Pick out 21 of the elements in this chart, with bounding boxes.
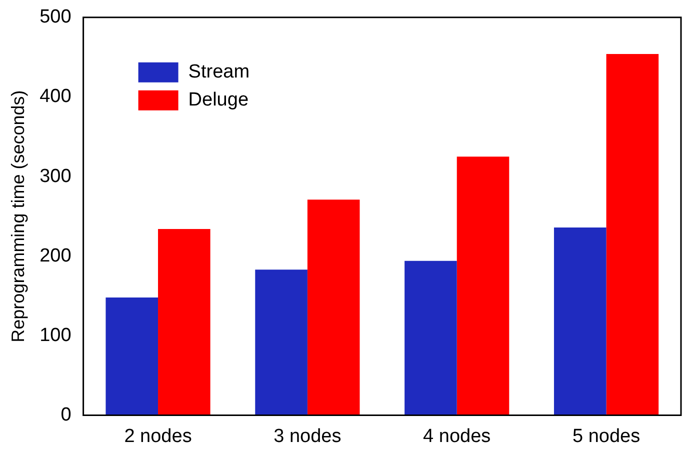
x-tick-label: 2 nodes xyxy=(124,426,192,447)
bar xyxy=(307,200,360,416)
bar xyxy=(456,156,510,416)
legend-label: Stream xyxy=(188,62,250,83)
x-tick-label: 3 nodes xyxy=(274,426,342,447)
y-tick-label: 300 xyxy=(40,166,72,187)
x-tick-label: 4 nodes xyxy=(423,426,491,447)
bar xyxy=(606,54,659,416)
y-tick-label: 500 xyxy=(40,6,72,28)
y-tick-label: 200 xyxy=(40,245,72,266)
bar xyxy=(404,260,457,416)
bar xyxy=(106,297,158,416)
bar xyxy=(554,227,606,416)
y-tick-label: 400 xyxy=(40,86,72,108)
x-tick-label: 5 nodes xyxy=(572,426,640,447)
bar xyxy=(158,229,210,416)
y-tick-label: 0 xyxy=(60,404,72,426)
y-axis-title: Reprogramming time (seconds) xyxy=(8,90,28,342)
y-tick-label: 100 xyxy=(40,324,72,346)
bar xyxy=(255,270,308,416)
legend-label: Deluge xyxy=(188,90,249,111)
